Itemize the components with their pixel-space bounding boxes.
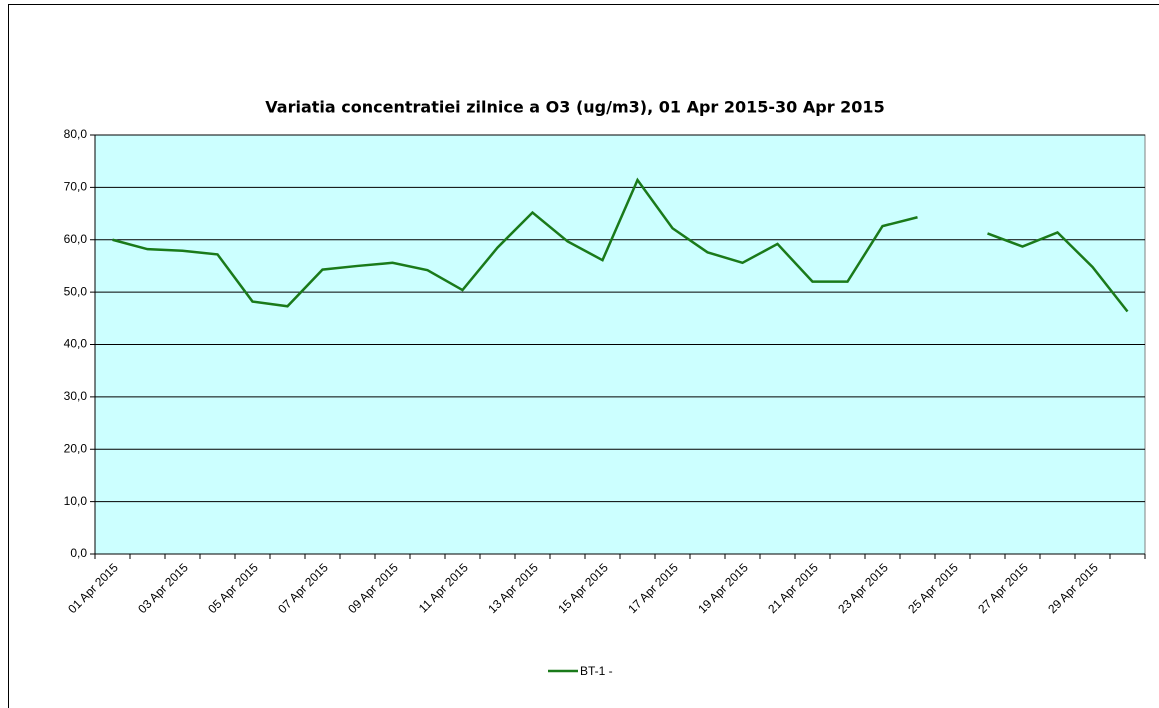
y-tick-label: 10,0 xyxy=(64,494,88,508)
y-tick-label: 20,0 xyxy=(64,441,88,455)
y-tick-label: 70,0 xyxy=(64,180,88,194)
chart-title: Variatia concentratiei zilnice a O3 (ug/… xyxy=(265,98,884,117)
y-tick-label: 80,0 xyxy=(64,127,88,141)
legend-label: BT-1 - xyxy=(580,664,613,678)
y-tick-label: 30,0 xyxy=(64,389,88,403)
y-tick-label: 40,0 xyxy=(64,337,88,351)
y-tick-label: 50,0 xyxy=(64,284,88,298)
series-line xyxy=(112,177,1129,313)
y-tick-label: 0,0 xyxy=(70,546,87,560)
y-tick-label: 60,0 xyxy=(64,232,88,246)
